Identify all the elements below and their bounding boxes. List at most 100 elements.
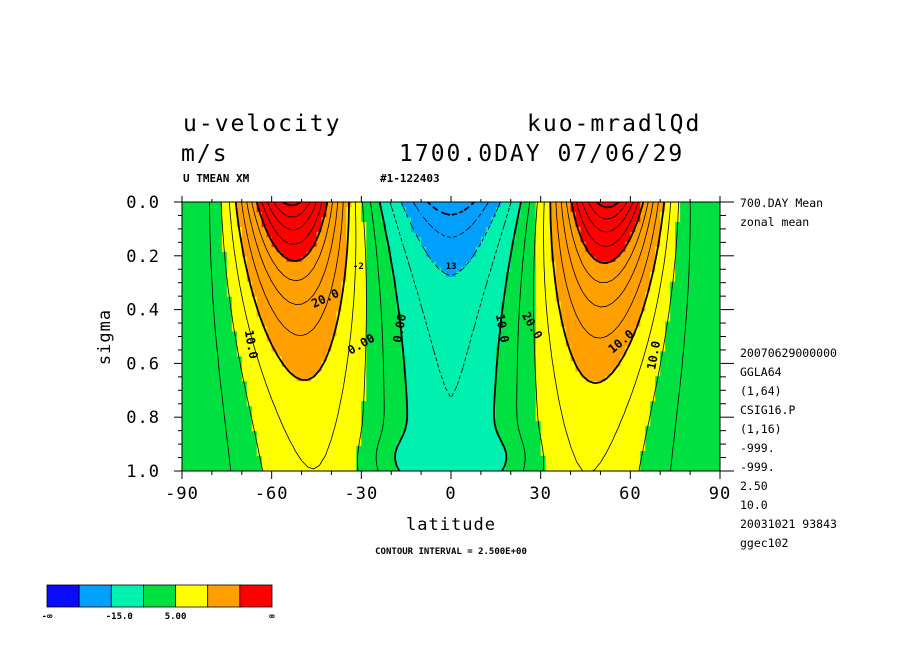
contour-cell (485, 406, 492, 412)
contour-cell (590, 241, 597, 248)
contour-cell (406, 436, 412, 442)
contour-cell (221, 281, 228, 288)
contour-cell (540, 256, 547, 263)
contour-cell (470, 226, 477, 233)
contour-cell (401, 311, 407, 318)
contour-cell (306, 321, 313, 328)
contour-cell (446, 241, 452, 248)
contour-cell (570, 421, 577, 427)
contour-cell (560, 211, 567, 218)
contour-cell (490, 391, 497, 397)
contour-cell (590, 376, 597, 382)
contour-cell (530, 446, 537, 452)
contour-cell (441, 431, 447, 437)
contour-cell (386, 271, 392, 278)
contour-cell (605, 216, 612, 223)
contour-cell (530, 431, 537, 437)
contour-cell (226, 446, 233, 452)
contour-cell (346, 396, 352, 402)
contour-cell (515, 431, 522, 437)
contour-cell (575, 441, 582, 447)
contour-cell (460, 451, 467, 457)
contour-cell (416, 331, 422, 338)
contour-cell (441, 321, 447, 328)
contour-cell (396, 251, 402, 258)
contour-cell (256, 461, 263, 467)
contour-cell (401, 306, 407, 313)
contour-cell (291, 286, 298, 293)
contour-cell (580, 306, 587, 313)
contour-cell (580, 246, 587, 253)
contour-cell (565, 371, 572, 377)
contour-cell (530, 366, 537, 372)
contour-cell (615, 331, 621, 338)
contour-cell (201, 416, 208, 422)
contour-cell (211, 271, 218, 278)
contour-cell (615, 411, 621, 417)
contour-cell (446, 311, 452, 318)
contour-cell (600, 356, 607, 363)
contour-cell (291, 441, 298, 447)
contour-cell (326, 306, 333, 313)
contour-cell (401, 401, 407, 407)
contour-cell (540, 281, 547, 288)
contour-cell (331, 436, 338, 442)
contour-cell (470, 426, 477, 432)
contour-cell (585, 346, 592, 353)
contour-cell (361, 206, 367, 213)
contour-cell (371, 441, 377, 447)
contour-cell (520, 391, 527, 397)
contour-cell (625, 396, 631, 402)
contour-cell (341, 202, 347, 208)
contour-cell (485, 401, 492, 407)
contour-cell (241, 421, 248, 427)
contour-cell (455, 202, 462, 208)
contour-cell (505, 246, 512, 253)
contour-cell (421, 396, 427, 402)
contour-cell (620, 261, 626, 268)
contour-cell (206, 366, 213, 372)
contour-cell (470, 316, 477, 323)
contour-cell (246, 456, 253, 462)
contour-cell (216, 261, 223, 268)
contour-cell (565, 336, 572, 343)
contour-cell (341, 246, 347, 253)
contour-cell (451, 381, 457, 387)
contour-cell (446, 301, 452, 308)
contour-cell (241, 466, 248, 471)
contour-cell (475, 466, 482, 471)
contour-cell (321, 271, 328, 278)
contour-cell (351, 461, 357, 467)
contour-cell (595, 461, 602, 467)
contour-cell (465, 286, 472, 293)
contour-cell (336, 266, 343, 273)
contour-cell (431, 421, 437, 427)
contour-cell (271, 451, 278, 457)
contour-cell (545, 431, 552, 437)
contour-cell (421, 356, 427, 363)
contour-cell (221, 431, 228, 437)
contour-cell (490, 331, 497, 338)
contour-cell (291, 381, 298, 387)
contour-cell (281, 456, 288, 462)
contour-cell (436, 401, 442, 407)
contour-cell (595, 246, 602, 253)
contour-cell (226, 371, 233, 377)
contour-cell (550, 241, 557, 248)
contour-cell (286, 371, 293, 377)
contour-cell (196, 381, 203, 387)
contour-cell (331, 236, 338, 243)
contour-cell (321, 436, 328, 442)
contour-cell (600, 371, 607, 377)
contour-cell (346, 301, 352, 308)
contour-cell (366, 406, 372, 412)
contour-cell (346, 401, 352, 407)
contour-cell (635, 351, 641, 358)
contour-cell (406, 241, 412, 248)
contour-cell (201, 231, 208, 238)
contour-cell (221, 296, 228, 303)
contour-cell (266, 376, 273, 382)
contour-cell (236, 366, 243, 372)
contour-cell (231, 371, 238, 377)
contour-cell (386, 361, 392, 367)
